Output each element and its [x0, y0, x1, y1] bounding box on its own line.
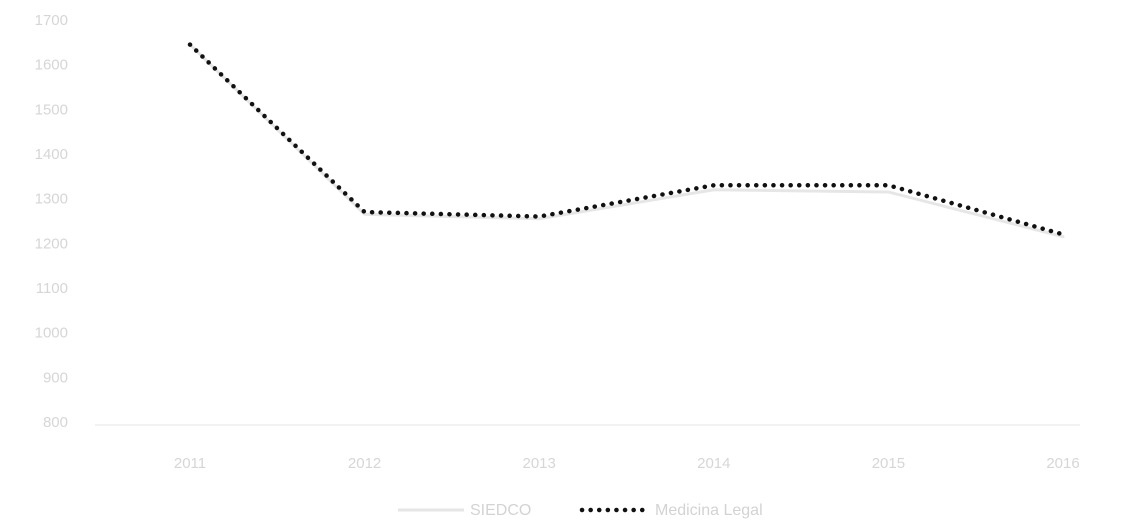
- y-tick-label: 1300: [35, 191, 68, 208]
- y-tick-label: 1000: [35, 325, 68, 342]
- x-tick-label: 2015: [872, 455, 905, 472]
- series-line-medicina-legal: [187, 42, 1066, 237]
- y-tick-label: 900: [43, 369, 68, 386]
- y-tick-label: 1200: [35, 235, 68, 252]
- x-tick-label: 2014: [697, 455, 730, 472]
- series-layer: [187, 42, 1066, 239]
- legend: SIEDCO Medicina Legal: [398, 502, 763, 519]
- legend-label-siedco: SIEDCO: [470, 502, 531, 519]
- y-tick-label: 1600: [35, 57, 68, 74]
- x-axis: 2011 2012 2013 2014 2015 2016: [95, 424, 1080, 472]
- legend-label-medicina-legal: Medicina Legal: [655, 502, 763, 519]
- y-tick-label: 1100: [36, 280, 68, 297]
- x-tick-label: 2012: [348, 455, 381, 472]
- x-tick-label: 2011: [174, 455, 206, 472]
- y-tick-label: 1400: [35, 146, 68, 163]
- y-tick-label: 1500: [35, 101, 68, 118]
- series-line-siedco: [188, 43, 1065, 239]
- x-tick-label: 2013: [523, 455, 556, 472]
- x-tick-label: 2016: [1046, 455, 1079, 472]
- y-tick-label: 800: [43, 414, 68, 431]
- y-tick-label: 1700: [35, 12, 68, 29]
- y-axis: 800 900 1000 1100 1200 1300 1400 1500 1600 1700: [35, 12, 68, 431]
